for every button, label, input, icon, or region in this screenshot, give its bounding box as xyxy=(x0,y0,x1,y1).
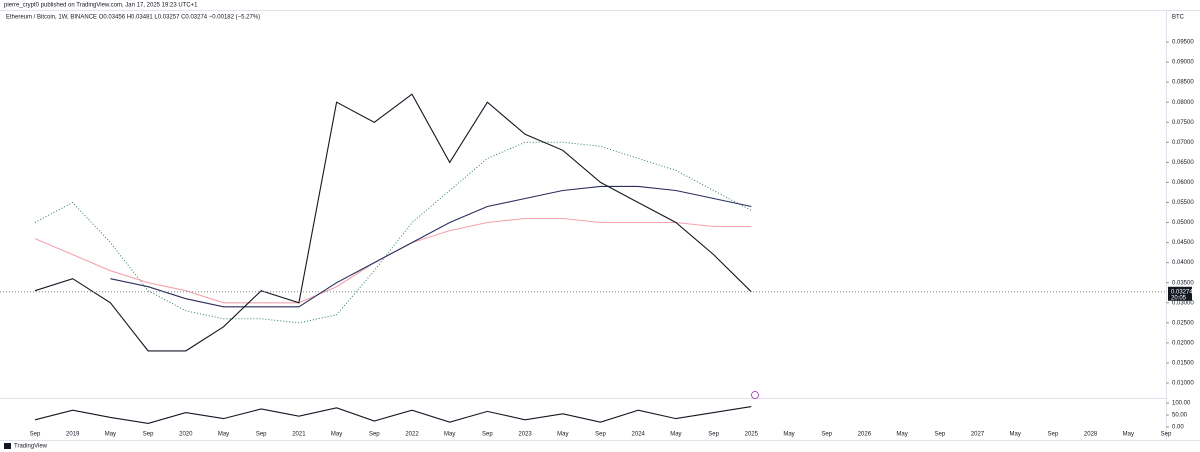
y-tick-label: 0.07000 xyxy=(1172,140,1194,146)
x-tick-label: 2028 xyxy=(1084,432,1098,438)
x-tick-label: Sep xyxy=(143,432,154,438)
x-tick-label: May xyxy=(1010,432,1021,438)
y-tick-label: 50.00 xyxy=(1172,413,1188,419)
x-tick-label: Sep xyxy=(1048,432,1059,438)
y-tick-label: 0.03500 xyxy=(1172,280,1194,286)
series-line xyxy=(110,185,752,308)
indicator-icon xyxy=(751,391,759,399)
x-tick-label: 2026 xyxy=(858,432,872,438)
x-tick-label: May xyxy=(331,432,342,438)
y-tick-label: 0.04000 xyxy=(1172,260,1194,266)
footer: TradingView xyxy=(14,444,48,450)
x-tick-label: 2021 xyxy=(292,432,306,438)
y-tick-label: 0.02000 xyxy=(1172,340,1194,346)
x-tick-label: May xyxy=(670,432,681,438)
y-tick-label: 0.00 xyxy=(1172,425,1184,431)
y-tick-label: 0.01500 xyxy=(1172,360,1194,366)
x-tick-label: May xyxy=(1123,432,1134,438)
x-tick-label: 2027 xyxy=(971,432,985,438)
x-tick-label: Sep xyxy=(30,432,41,438)
x-tick-label: 2023 xyxy=(518,432,532,438)
y-tick-label: 0.08000 xyxy=(1172,100,1194,106)
x-tick-label: 2024 xyxy=(632,432,646,438)
y-tick-label: 0.07500 xyxy=(1172,120,1194,126)
x-tick-label: Sep xyxy=(256,432,267,438)
x-tick-label: 2025 xyxy=(745,432,759,438)
x-tick-label: May xyxy=(783,432,794,438)
x-tick-label: May xyxy=(444,432,455,438)
x-tick-label: Sep xyxy=(369,432,380,438)
y-tick-label: 0.05500 xyxy=(1172,200,1194,206)
y-tick-label: 0.02500 xyxy=(1172,320,1194,326)
currency: BTC xyxy=(1172,15,1185,21)
x-tick-label: Sep xyxy=(708,432,719,438)
symbol-info: Ethereum / Bitcoin, 1W, BINANCE O0.03456… xyxy=(6,15,260,21)
publisher: pierre_crypt0 published on TradingView.c… xyxy=(4,3,198,9)
y-tick-label: 0.09000 xyxy=(1172,60,1194,66)
series-line xyxy=(34,93,752,352)
y-tick-label: 0.06000 xyxy=(1172,180,1194,186)
x-tick-label: Sep xyxy=(595,432,606,438)
y-tick-label: 0.08500 xyxy=(1172,80,1194,86)
x-tick-label: Sep xyxy=(482,432,493,438)
x-tick-label: May xyxy=(105,432,116,438)
last-price-box xyxy=(1168,286,1192,301)
y-tick-label: 0.05000 xyxy=(1172,220,1194,226)
countdown: 20:05 xyxy=(1171,295,1187,301)
last-price-label: 0.03274 xyxy=(1171,289,1193,295)
logo xyxy=(4,443,11,449)
y-tick-label: 0.03000 xyxy=(1172,300,1194,306)
x-tick-label: May xyxy=(218,432,229,438)
x-tick-label: 2022 xyxy=(405,432,419,438)
x-tick-label: May xyxy=(557,432,568,438)
y-tick-label: 0.01000 xyxy=(1172,381,1194,387)
y-tick-label: 0.04500 xyxy=(1172,240,1194,246)
x-tick-label: Sep xyxy=(821,432,832,438)
x-tick-label: 2020 xyxy=(179,432,193,438)
series-line xyxy=(34,406,752,424)
x-tick-label: May xyxy=(896,432,907,438)
x-tick-label: Sep xyxy=(934,432,945,438)
series-line xyxy=(34,141,752,324)
series-line xyxy=(34,217,752,304)
y-tick-label: 0.09500 xyxy=(1172,40,1194,46)
x-tick-label: Sep xyxy=(1161,432,1172,438)
x-tick-label: 2019 xyxy=(66,432,80,438)
y-tick-label: 100.00 xyxy=(1172,401,1191,407)
y-tick-label: 0.06500 xyxy=(1172,160,1194,166)
